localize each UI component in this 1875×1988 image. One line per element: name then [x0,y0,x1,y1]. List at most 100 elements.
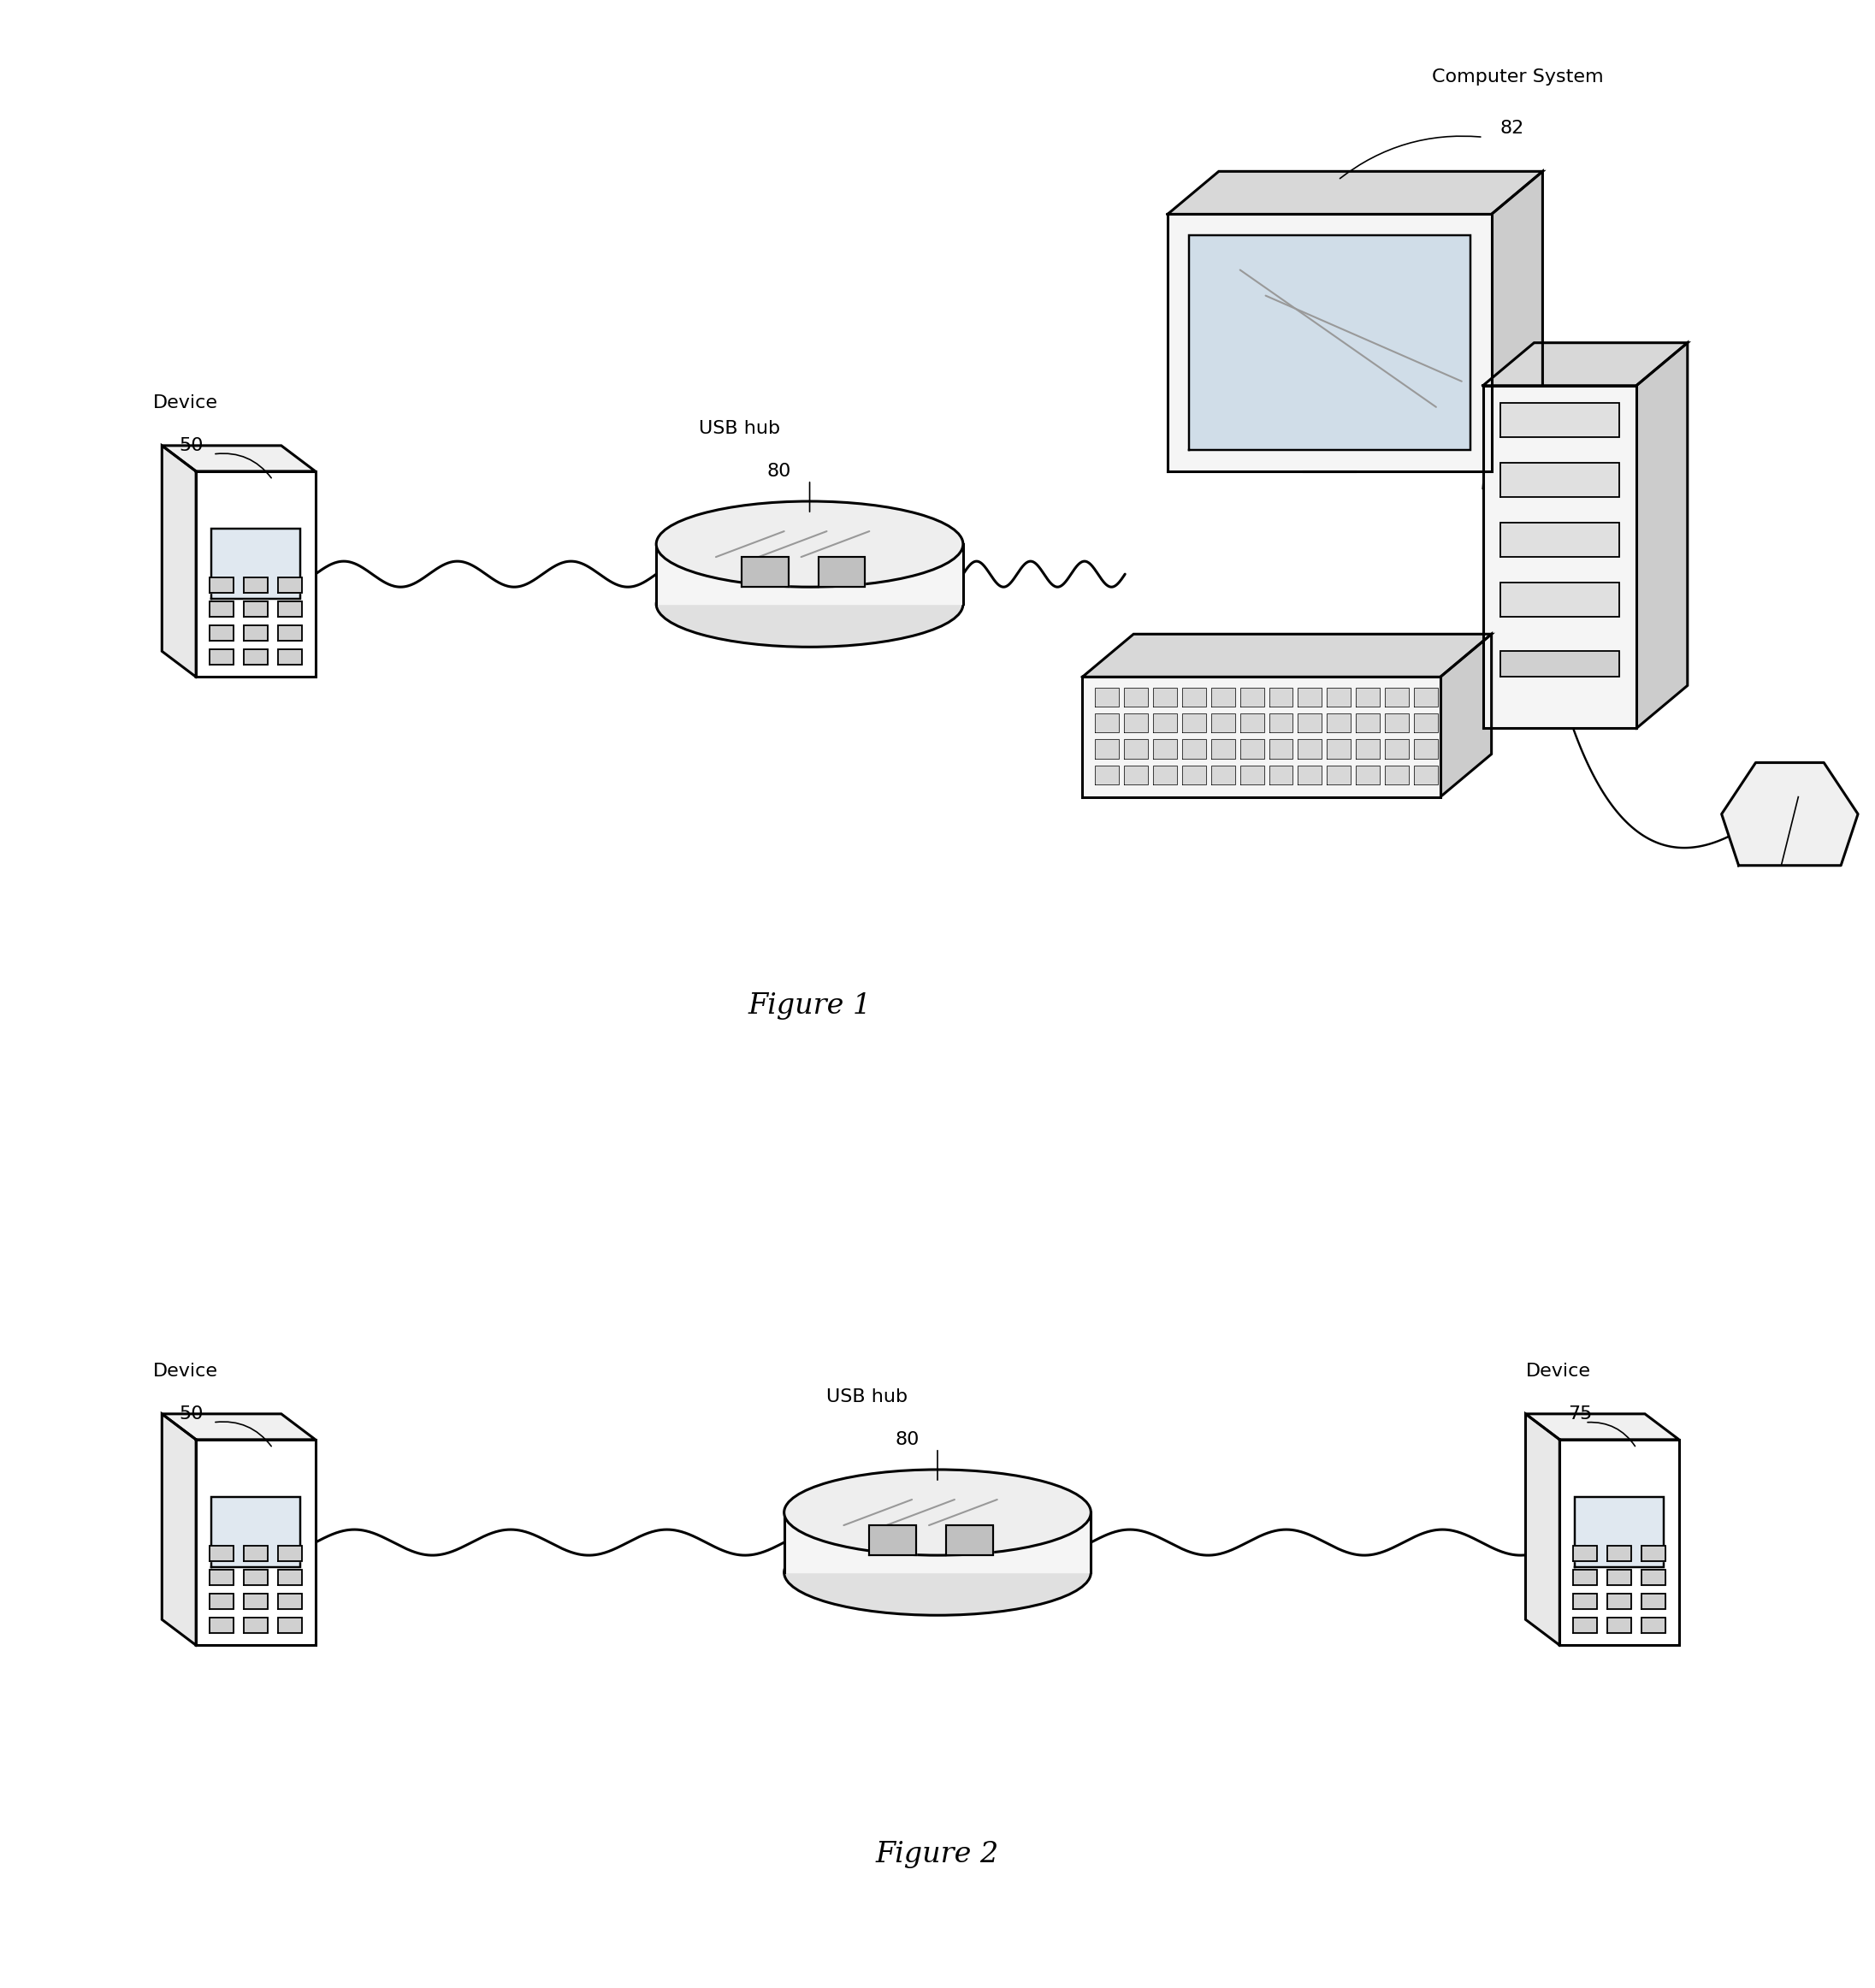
Polygon shape [1573,1594,1598,1608]
Polygon shape [1575,1497,1663,1567]
Polygon shape [244,1545,268,1561]
Polygon shape [1328,714,1350,734]
Polygon shape [1239,740,1264,757]
Polygon shape [161,1413,315,1439]
Polygon shape [278,1618,302,1632]
Text: 80: 80 [767,463,791,479]
Polygon shape [1500,523,1620,557]
Polygon shape [278,1594,302,1608]
Polygon shape [1239,688,1264,708]
Polygon shape [210,1618,234,1632]
Polygon shape [1386,688,1408,708]
Polygon shape [1641,1545,1665,1561]
Polygon shape [210,600,234,616]
Text: USB hub: USB hub [827,1388,907,1406]
Polygon shape [210,577,234,592]
Polygon shape [210,1569,234,1584]
Ellipse shape [784,1469,1091,1555]
Polygon shape [161,445,315,471]
Polygon shape [1356,688,1380,708]
Polygon shape [197,471,315,678]
Polygon shape [1440,634,1491,797]
Polygon shape [1356,714,1380,734]
Polygon shape [244,1569,268,1584]
Polygon shape [278,1569,302,1584]
Polygon shape [1181,714,1206,734]
Text: 50: 50 [178,437,202,453]
Polygon shape [1211,688,1236,708]
Polygon shape [1500,463,1620,497]
Polygon shape [1297,740,1322,757]
Polygon shape [244,1594,268,1608]
Text: Figure 2: Figure 2 [876,1841,999,1869]
Polygon shape [1641,1594,1665,1608]
Polygon shape [244,624,268,640]
Polygon shape [1189,237,1470,449]
Text: Device: Device [1526,1362,1590,1380]
Polygon shape [1573,1618,1598,1632]
Polygon shape [1153,765,1178,783]
Polygon shape [1573,1545,1598,1561]
Polygon shape [656,545,964,604]
Polygon shape [278,600,302,616]
Polygon shape [278,624,302,640]
Polygon shape [244,1618,268,1632]
Polygon shape [1153,714,1178,734]
Polygon shape [1328,688,1350,708]
Text: Device: Device [154,394,218,412]
Polygon shape [1500,652,1620,678]
Polygon shape [1328,740,1350,757]
Polygon shape [1181,740,1206,757]
Polygon shape [1239,714,1264,734]
Ellipse shape [656,501,964,586]
Polygon shape [1181,688,1206,708]
Polygon shape [1386,740,1408,757]
Polygon shape [1269,688,1294,708]
Polygon shape [278,577,302,592]
Polygon shape [1500,404,1620,437]
Polygon shape [1328,765,1350,783]
Polygon shape [947,1525,994,1555]
Polygon shape [784,1513,1091,1573]
Polygon shape [1297,765,1322,783]
Polygon shape [1211,714,1236,734]
Polygon shape [1125,740,1148,757]
Polygon shape [1082,634,1491,678]
Polygon shape [161,1413,197,1646]
Polygon shape [1414,688,1438,708]
Polygon shape [1168,215,1491,471]
Polygon shape [1414,740,1438,757]
Polygon shape [1211,765,1236,783]
Polygon shape [1414,765,1438,783]
Polygon shape [1483,342,1688,386]
Polygon shape [1386,765,1408,783]
Polygon shape [212,1497,300,1567]
Text: USB hub: USB hub [699,419,780,437]
Polygon shape [1168,171,1543,215]
Polygon shape [1297,688,1322,708]
Polygon shape [1607,1545,1631,1561]
Text: Figure 1: Figure 1 [748,992,872,1020]
Polygon shape [1269,740,1294,757]
Polygon shape [212,529,300,598]
Polygon shape [1560,1439,1678,1646]
Polygon shape [1607,1618,1631,1632]
Text: 80: 80 [894,1431,919,1447]
Polygon shape [210,624,234,640]
Text: 82: 82 [1500,119,1524,137]
Text: 50: 50 [178,1406,202,1423]
Polygon shape [1125,714,1148,734]
Polygon shape [1607,1569,1631,1584]
Polygon shape [1386,714,1408,734]
Polygon shape [1125,688,1148,708]
Polygon shape [197,1439,315,1646]
Polygon shape [1269,714,1294,734]
Polygon shape [1082,678,1440,797]
Polygon shape [1607,1594,1631,1608]
Polygon shape [1721,763,1858,865]
Polygon shape [1153,740,1178,757]
Polygon shape [870,1525,917,1555]
Polygon shape [1095,765,1119,783]
Polygon shape [1269,765,1294,783]
Polygon shape [1414,714,1438,734]
